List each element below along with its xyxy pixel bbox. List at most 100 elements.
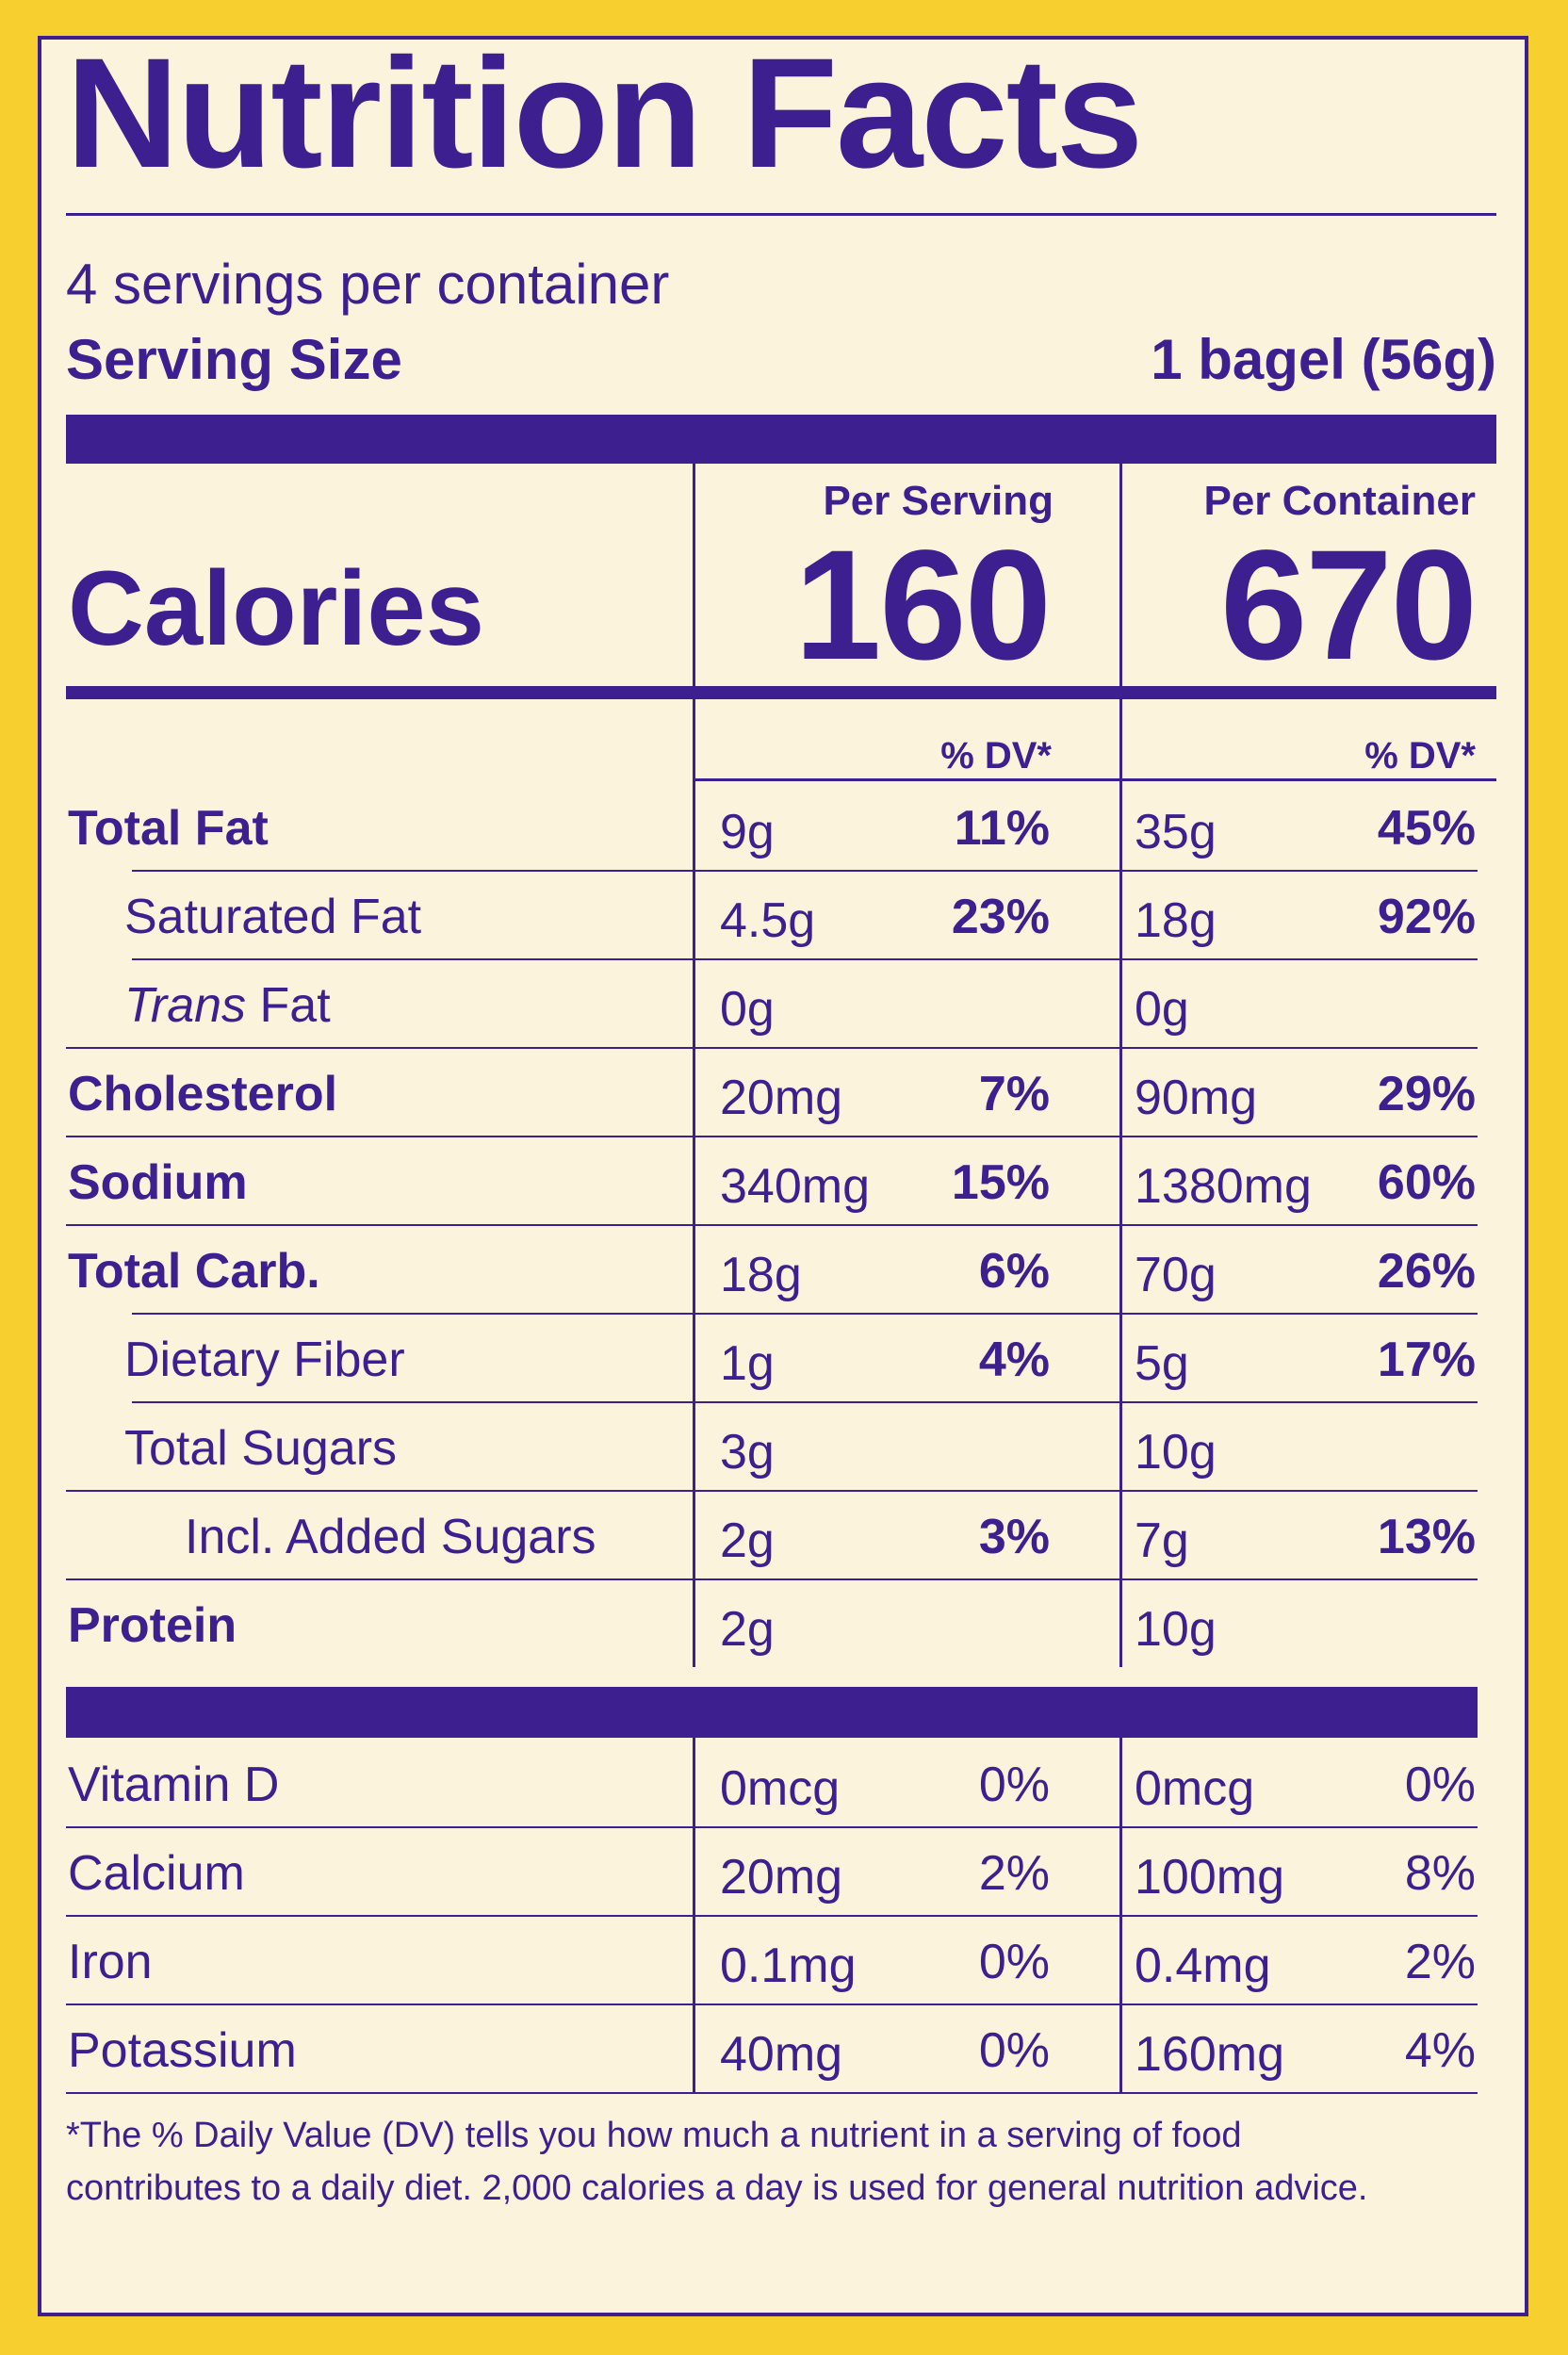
per-container-header: Per Container: [1203, 478, 1476, 524]
serving-amount: 340mg: [720, 1159, 870, 1214]
serving-dv: 6%: [978, 1244, 1050, 1299]
serving-size-label: Serving Size: [66, 328, 402, 391]
serving-amount: 20mg: [720, 1071, 843, 1125]
dv-header-rule: [693, 778, 1496, 781]
nutrient-name: Total Fat: [68, 801, 269, 856]
container-amount: 70g: [1135, 1248, 1217, 1302]
vitamin-rule: [66, 1915, 1478, 1917]
dv-header-serving: % DV*: [940, 735, 1052, 777]
nutrient-name: Dietary Fiber: [124, 1333, 405, 1387]
vitamin-serving-amount: 0.1mg: [720, 1938, 857, 1993]
serving-amount: 0g: [720, 982, 775, 1037]
calories-label: Calories: [68, 549, 484, 667]
serving-dv: 15%: [951, 1155, 1050, 1210]
servings-per-container: 4 servings per container: [66, 253, 670, 316]
nutrient-name: Total Carb.: [68, 1244, 320, 1299]
container-dv: 26%: [1377, 1244, 1476, 1299]
vitamin-name: Calcium: [68, 1846, 245, 1901]
nutrient-name: Total Sugars: [124, 1421, 398, 1476]
row-rule: [66, 1224, 1478, 1226]
container-dv: 29%: [1377, 1067, 1476, 1121]
vitamin-name: Potassium: [68, 2023, 297, 2078]
container-amount: 5g: [1135, 1336, 1189, 1391]
serving-dv: 23%: [951, 890, 1050, 944]
serving-dv: 3%: [978, 1510, 1050, 1564]
container-amount: 1380mg: [1135, 1159, 1312, 1214]
serving-amount: 4.5g: [720, 893, 816, 948]
container-dv: 60%: [1377, 1155, 1476, 1210]
vitamin-container-dv: 8%: [1404, 1846, 1476, 1901]
vitamin-serving-dv: 2%: [978, 1846, 1050, 1901]
row-rule: [66, 1578, 1478, 1580]
container-amount: 10g: [1135, 1425, 1217, 1480]
dv-header-container: % DV*: [1364, 735, 1476, 777]
vitamin-container-amount: 160mg: [1135, 2027, 1284, 2082]
nutrient-name: Saturated Fat: [124, 890, 422, 944]
row-rule: [132, 1313, 1478, 1315]
vitamin-col-divider-1: [693, 1738, 695, 2092]
row-rule: [132, 1401, 1478, 1403]
nutrient-name: Protein: [68, 1598, 237, 1653]
container-amount: 18g: [1135, 893, 1217, 948]
container-dv: 92%: [1377, 890, 1476, 944]
container-dv: 13%: [1377, 1510, 1476, 1564]
title-rule: [66, 213, 1496, 216]
container-amount: 7g: [1135, 1513, 1189, 1568]
footnote: *The % Daily Value (DV) tells you how mu…: [66, 2116, 1368, 2208]
vitamin-name: Iron: [68, 1935, 153, 1989]
container-amount: 35g: [1135, 805, 1217, 859]
container-amount: 10g: [1135, 1602, 1217, 1657]
vitamin-container-amount: 0.4mg: [1135, 1938, 1271, 1993]
row-rule: [132, 958, 1478, 960]
nutrient-name: Cholesterol: [68, 1067, 338, 1121]
nutrient-name: Sodium: [68, 1155, 248, 1210]
serving-amount: 9g: [720, 805, 775, 859]
vitamin-container-dv: 0%: [1404, 1758, 1476, 1812]
row-rule: [66, 1136, 1478, 1137]
vitamin-rule: [66, 1826, 1478, 1828]
vitamin-serving-amount: 0mcg: [720, 1761, 841, 1816]
row-rule: [66, 1490, 1478, 1492]
container-dv: 17%: [1377, 1333, 1476, 1387]
vitamin-serving-dv: 0%: [978, 1935, 1050, 1989]
calories-per-container: 670: [1220, 518, 1478, 693]
col-divider-2-head: [1119, 464, 1122, 686]
per-serving-header: Per Serving: [823, 478, 1054, 524]
vitamin-serving-amount: 40mg: [720, 2027, 843, 2082]
nutrient-name: Incl. Added Sugars: [185, 1510, 596, 1564]
vitamin-col-divider-2: [1119, 1738, 1122, 2092]
vitamin-container-dv: 4%: [1404, 2023, 1476, 2078]
nutrient-name: Trans Fat: [124, 981, 331, 1030]
vitamin-serving-amount: 20mg: [720, 1850, 843, 1905]
serving-amount: 3g: [720, 1425, 775, 1480]
label-title: Nutrition Facts: [66, 26, 1143, 201]
vitamin-serving-dv: 0%: [978, 2023, 1050, 2078]
col-divider-1-head: [693, 464, 695, 686]
col-divider-2: [1119, 699, 1122, 1667]
serving-amount: 2g: [720, 1602, 775, 1657]
vitamin-container-amount: 100mg: [1135, 1850, 1284, 1905]
container-dv: 45%: [1377, 801, 1476, 856]
vitamin-rule: [66, 2003, 1478, 2005]
vitamin-serving-dv: 0%: [978, 1758, 1050, 1812]
vitamin-rule: [66, 2092, 1478, 2094]
thick-bar-vitamins: [66, 1687, 1478, 1738]
vitamin-name: Vitamin D: [68, 1758, 280, 1812]
vitamin-container-dv: 2%: [1404, 1935, 1476, 1989]
container-amount: 90mg: [1135, 1071, 1258, 1125]
serving-amount: 18g: [720, 1248, 802, 1302]
serving-amount: 2g: [720, 1513, 775, 1568]
serving-dv: 7%: [978, 1067, 1050, 1121]
thick-bar-top: [66, 415, 1496, 464]
serving-dv: 4%: [978, 1333, 1050, 1387]
col-divider-1: [693, 699, 695, 1667]
vitamin-container-amount: 0mcg: [1135, 1761, 1255, 1816]
calories-rule: [66, 686, 1496, 699]
nutrient-name-italic: Trans: [124, 978, 247, 1033]
serving-size-value: 1 bagel (56g): [1151, 328, 1496, 391]
container-amount: 0g: [1135, 982, 1189, 1037]
serving-dv: 11%: [954, 801, 1050, 856]
row-rule: [66, 1047, 1478, 1049]
calories-per-serving: 160: [794, 518, 1052, 693]
nutrient-name-rest: Fat: [246, 978, 331, 1033]
